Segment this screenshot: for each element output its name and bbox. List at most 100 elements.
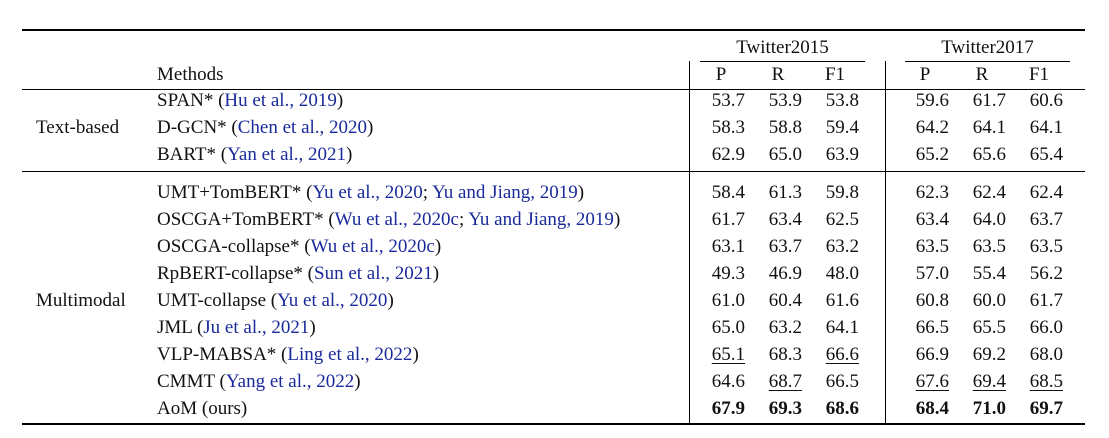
citation-link[interactable]: Ling et al., 2022 bbox=[287, 344, 413, 365]
column-separator bbox=[885, 61, 886, 423]
method-text: ; bbox=[458, 209, 469, 230]
score-cell: 64.1 bbox=[825, 317, 859, 338]
method-text: CMMT ( bbox=[157, 371, 226, 392]
method-text: OSCGA+TomBERT* ( bbox=[157, 209, 335, 230]
method-name: CMMT (Yang et al., 2022) bbox=[157, 371, 361, 393]
method-name: VLP-MABSA* (Ling et al., 2022) bbox=[157, 344, 419, 366]
method-text: AoM (ours) bbox=[157, 398, 248, 419]
score-cell: 63.4 bbox=[915, 209, 949, 230]
header-rule bbox=[22, 89, 1085, 90]
method-text: JML ( bbox=[157, 317, 204, 338]
score-cell: 58.3 bbox=[711, 117, 745, 138]
score-cell: 48.0 bbox=[825, 263, 859, 284]
score-cell: 62.9 bbox=[711, 144, 745, 165]
score-cell: 68.4 bbox=[915, 398, 949, 419]
score-cell: 68.0 bbox=[1029, 344, 1063, 365]
group-underline-twitter2017 bbox=[905, 61, 1070, 62]
citation-link[interactable]: Wu et al., 2020c bbox=[310, 236, 435, 257]
score-cell: 63.7 bbox=[768, 236, 802, 257]
score-cell: 65.0 bbox=[768, 144, 802, 165]
score-cell: 63.1 bbox=[711, 236, 745, 257]
section-label: Multimodal bbox=[36, 290, 126, 311]
section-label: Text-based bbox=[36, 117, 120, 138]
citation-link[interactable]: Ju et al., 2021 bbox=[203, 317, 310, 338]
score-cell: 53.9 bbox=[768, 90, 802, 111]
section-rule bbox=[22, 171, 1085, 172]
score-cell: 53.7 bbox=[711, 90, 745, 111]
method-text: OSCGA-collapse* ( bbox=[157, 236, 311, 257]
citation-link[interactable]: Yan et al., 2021 bbox=[227, 144, 347, 165]
method-text: ) bbox=[354, 371, 361, 392]
citation-link[interactable]: Sun et al., 2021 bbox=[314, 263, 433, 284]
score-cell: 71.0 bbox=[972, 398, 1006, 419]
score-cell: 56.2 bbox=[1029, 263, 1063, 284]
score-cell: 63.5 bbox=[972, 236, 1006, 257]
method-name: JML (Ju et al., 2021) bbox=[157, 317, 316, 339]
score-cell: 65.1 bbox=[711, 344, 745, 365]
group-header-twitter2015: Twitter2015 bbox=[736, 37, 829, 58]
citation-link[interactable]: Chen et al., 2020 bbox=[237, 117, 368, 138]
bottom-rule bbox=[22, 423, 1085, 425]
column-separator bbox=[689, 61, 690, 423]
score-cell: 60.0 bbox=[972, 290, 1006, 311]
score-cell: 66.5 bbox=[825, 371, 859, 392]
score-cell: 69.7 bbox=[1029, 398, 1063, 419]
citation-link[interactable]: Yu et al., 2020 bbox=[312, 182, 423, 203]
score-cell: 69.2 bbox=[972, 344, 1006, 365]
method-text: ) bbox=[432, 263, 440, 284]
score-cell: 61.0 bbox=[711, 290, 745, 311]
score-cell: 62.5 bbox=[825, 209, 859, 230]
method-text: ) bbox=[336, 90, 344, 111]
score-cell: 68.5 bbox=[1029, 371, 1063, 392]
metric-header-f1: F1 bbox=[824, 64, 846, 85]
score-cell: 61.3 bbox=[768, 182, 802, 203]
score-cell: 67.9 bbox=[711, 398, 745, 419]
method-text: ) bbox=[412, 344, 419, 365]
score-cell: 67.6 bbox=[915, 371, 949, 392]
score-cell: 65.4 bbox=[1029, 144, 1063, 165]
score-cell: 61.7 bbox=[972, 90, 1006, 111]
score-cell: 63.5 bbox=[1029, 236, 1063, 257]
score-cell: 57.0 bbox=[915, 263, 949, 284]
score-cell: 63.5 bbox=[915, 236, 949, 257]
method-name: UMT+TomBERT* (Yu et al., 2020; Yu and Ji… bbox=[157, 182, 584, 204]
score-cell: 64.0 bbox=[972, 209, 1006, 230]
score-cell: 58.4 bbox=[711, 182, 745, 203]
score-cell: 63.2 bbox=[825, 236, 859, 257]
score-cell: 58.8 bbox=[768, 117, 802, 138]
score-cell: 61.7 bbox=[711, 209, 745, 230]
score-cell: 69.4 bbox=[972, 371, 1006, 392]
score-cell: 69.3 bbox=[768, 398, 802, 419]
citation-link[interactable]: Yu and Jiang, 2019 bbox=[468, 209, 614, 230]
group-header-twitter2017: Twitter2017 bbox=[941, 37, 1034, 58]
method-text: ) bbox=[434, 236, 442, 257]
score-cell: 53.8 bbox=[825, 90, 859, 111]
score-cell: 61.7 bbox=[1029, 290, 1063, 311]
score-cell: 64.1 bbox=[972, 117, 1006, 138]
method-text: RpBERT-collapse* ( bbox=[157, 263, 315, 284]
score-cell: 65.0 bbox=[711, 317, 745, 338]
method-text: ) bbox=[387, 290, 394, 311]
method-text: UMT-collapse ( bbox=[157, 290, 278, 311]
score-cell: 64.1 bbox=[1029, 117, 1063, 138]
citation-link[interactable]: Hu et al., 2019 bbox=[224, 90, 337, 111]
score-cell: 63.2 bbox=[768, 317, 802, 338]
score-cell: 63.9 bbox=[825, 144, 859, 165]
score-cell: 68.3 bbox=[768, 344, 802, 365]
score-cell: 66.9 bbox=[915, 344, 949, 365]
method-text: ) bbox=[309, 317, 316, 338]
method-text: UMT+TomBERT* ( bbox=[157, 182, 313, 203]
citation-link[interactable]: Yu and Jiang, 2019 bbox=[432, 182, 578, 203]
score-cell: 59.8 bbox=[825, 182, 859, 203]
methods-header: Methods bbox=[157, 64, 224, 85]
metric-header-p: P bbox=[715, 64, 727, 85]
top-rule bbox=[22, 29, 1085, 31]
citation-link[interactable]: Yu et al., 2020 bbox=[277, 290, 388, 311]
citation-link[interactable]: Wu et al., 2020c bbox=[334, 209, 459, 230]
metric-header-r: R bbox=[975, 64, 989, 85]
citation-link[interactable]: Yang et al., 2022 bbox=[225, 371, 355, 392]
method-name: RpBERT-collapse* (Sun et al., 2021) bbox=[157, 263, 439, 285]
score-cell: 61.6 bbox=[825, 290, 859, 311]
score-cell: 63.7 bbox=[1029, 209, 1063, 230]
score-cell: 62.3 bbox=[915, 182, 949, 203]
